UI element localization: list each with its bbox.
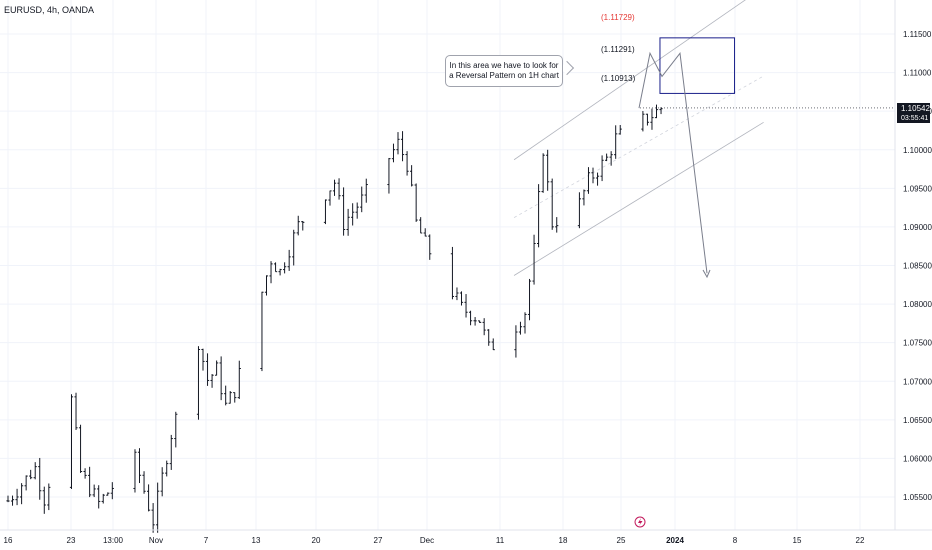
price-tick-label: 1.08500: [903, 262, 932, 271]
channel-upper: [513, 0, 746, 161]
time-tick-label: 15: [793, 536, 802, 545]
bar-countdown: 03:55:41: [901, 115, 928, 122]
target-zone-box: [659, 37, 736, 94]
price-tick-label: 1.10000: [903, 146, 932, 155]
price-tick-label: 1.05500: [903, 493, 932, 502]
price-tick-label: 1.06500: [903, 416, 932, 425]
price-tick-label: 1.11500: [903, 30, 932, 39]
time-tick-label: 16: [4, 536, 13, 545]
time-tick-label: 22: [856, 536, 865, 545]
price-tick-label: 1.07500: [903, 339, 932, 348]
time-tick-label: Nov: [149, 536, 163, 545]
price-channel: [513, 0, 764, 276]
price-tick-label: 1.06000: [903, 454, 932, 463]
time-tick-label: 23: [67, 536, 76, 545]
time-tick-label: 11: [496, 536, 505, 545]
time-scale[interactable]: 16 23 13:00 Nov 7 13 20 27 Dec 11 18 25 2024 8 15 22: [4, 536, 865, 545]
channel-middle: [513, 75, 764, 218]
time-tick-label: 13: [252, 536, 261, 545]
projection-arrowhead: [702, 269, 711, 279]
price-tick-label: 1.11000: [903, 69, 932, 78]
channel-lower: [513, 121, 764, 276]
chart-drawings: [638, 37, 895, 279]
time-tick-label: 8: [733, 536, 738, 545]
symbol-title[interactable]: EURUSD, 4h, OANDA: [4, 5, 95, 15]
level-labels: (1.11729) (1.11291) (1.10913): [601, 13, 636, 83]
time-tick-label: Dec: [420, 536, 434, 545]
time-tick-label: 20: [312, 536, 321, 545]
time-tick-label: 7: [204, 536, 209, 545]
time-tick-label: 13:00: [103, 536, 124, 545]
last-price-badge: 1.10542 03:55:41: [897, 103, 930, 123]
price-tick-label: 1.09000: [903, 223, 932, 232]
time-tick-label: 27: [374, 536, 383, 545]
chart-grid: [0, 0, 895, 530]
events-icon[interactable]: [634, 516, 646, 528]
projection-path: [638, 51, 708, 274]
level-label: (1.11729): [601, 13, 635, 22]
time-tick-label: 18: [559, 536, 568, 545]
time-tick-label: 25: [617, 536, 626, 545]
level-label: (1.10913): [601, 74, 636, 83]
annotation-line-1: In this area we have to look for: [449, 61, 559, 70]
ohlc-bars: [6, 104, 663, 533]
price-tick-label: 1.07000: [903, 377, 932, 386]
annotation-callout[interactable]: In this area we have to look for a Rever…: [445, 55, 563, 87]
price-tick-label: 1.08000: [903, 300, 932, 309]
price-scale[interactable]: 1.05500 1.06000 1.06500 1.07000 1.07500 1.080…: [903, 30, 932, 502]
annotation-line-2: a Reversal Pattern on 1H chart: [449, 71, 559, 80]
last-price: 1.10542: [901, 104, 930, 113]
level-label: (1.11291): [601, 45, 635, 54]
price-tick-label: 1.09500: [903, 184, 932, 193]
price-badge-bg: [897, 103, 930, 123]
time-tick-label: 2024: [666, 536, 684, 545]
